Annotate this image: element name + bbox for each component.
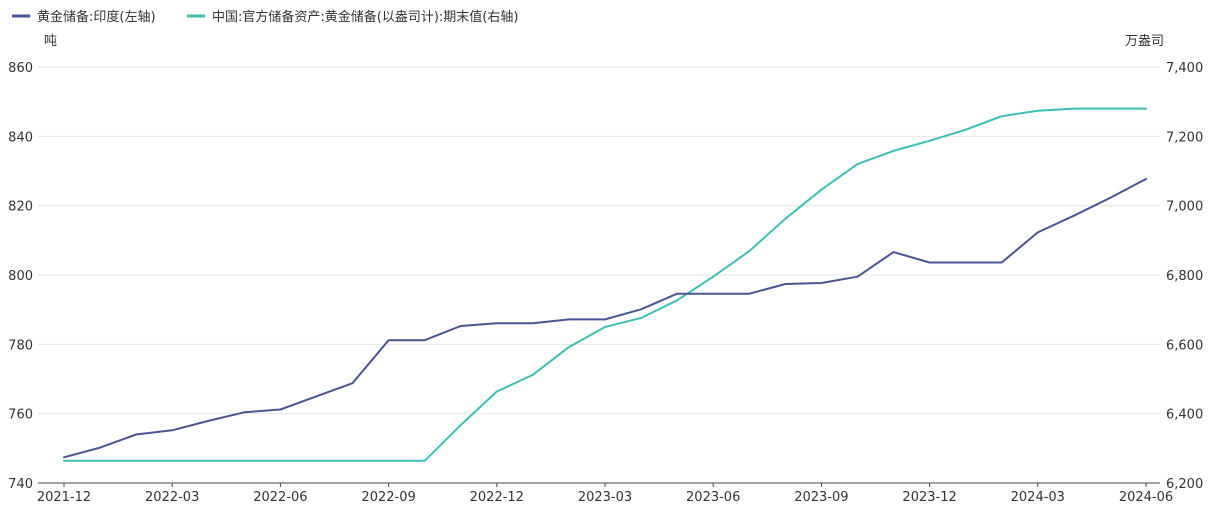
legend-label-india: 黄金储备:印度(左轴): [37, 9, 156, 25]
x-tick-label: 2023-09: [794, 490, 848, 505]
y-right-tick-label: 7,200: [1166, 130, 1203, 145]
y-left-tick-label: 840: [8, 130, 33, 145]
y-axis-right: 6,200 6,400 6,600 6,800 7,000 7,200 7,400: [1166, 61, 1203, 492]
y-right-tick-label: 7,400: [1166, 61, 1203, 76]
y-left-tick-label: 800: [8, 269, 33, 284]
x-tick-label: 2023-06: [686, 490, 740, 505]
x-tick-label: 2022-06: [253, 490, 307, 505]
series-layer: [63, 107, 1147, 462]
y-left-tick-label: 780: [8, 338, 33, 353]
legend-label-china: 中国:官方储备资产:黄金储备(以盎司计):期末值(右轴): [212, 9, 518, 25]
legend-item-china[interactable]: 中国:官方储备资产:黄金储备(以盎司计):期末值(右轴): [187, 9, 518, 25]
x-tick-label: 2022-09: [361, 490, 415, 505]
y-left-tick-label: 760: [8, 408, 33, 423]
y-left-tick-label: 820: [8, 200, 33, 215]
x-axis: 2021-12 2022-03 2022-06 2022-09 2022-12 2023-…: [37, 483, 1173, 505]
x-tick-label: 2023-12: [902, 490, 956, 505]
y-right-tick-label: 6,400: [1166, 408, 1203, 423]
x-tick-label: 2021-12: [37, 490, 91, 505]
x-tick-label: 2023-03: [578, 490, 632, 505]
y-right-tick-label: 6,800: [1166, 269, 1203, 284]
legend-item-india[interactable]: 黄金储备:印度(左轴): [12, 9, 156, 25]
y-right-tick-label: 7,000: [1166, 200, 1203, 215]
y-right-tick-label: 6,600: [1166, 338, 1203, 353]
series-line-china-gold-reserve: [63, 107, 1147, 462]
y-right-tick-label: 6,200: [1166, 477, 1203, 492]
y-axis-left: 740 760 780 800 820 840 860: [8, 61, 33, 492]
right-axis-unit: 万盎司: [1125, 34, 1164, 49]
x-tick-label: 2024-06: [1119, 490, 1173, 505]
x-tick-label: 2022-12: [470, 490, 524, 505]
left-axis-unit: 吨: [44, 34, 57, 49]
legend[interactable]: 黄金储备:印度(左轴) 中国:官方储备资产:黄金储备(以盎司计):期末值(右轴): [12, 9, 518, 25]
x-tick-label: 2022-03: [145, 490, 199, 505]
y-left-tick-label: 860: [8, 61, 33, 76]
gridlines: [38, 66, 1160, 415]
x-tick-label: 2024-03: [1011, 490, 1065, 505]
y-left-tick-label: 740: [8, 477, 33, 492]
series-line-india-gold-reserve: [63, 178, 1147, 459]
